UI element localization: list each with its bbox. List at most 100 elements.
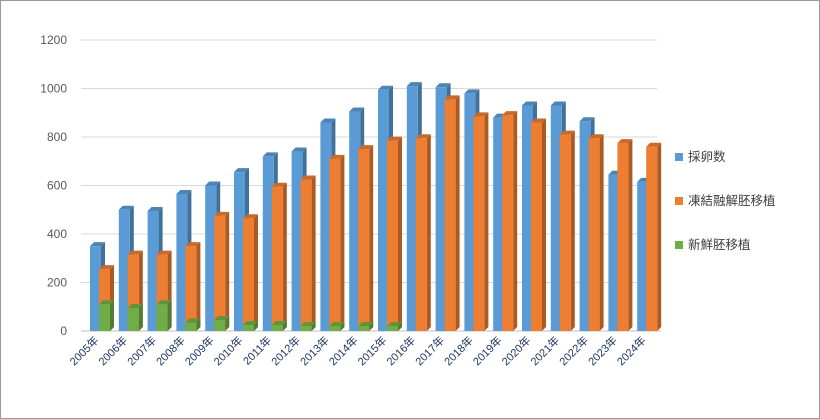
bar: [185, 318, 201, 331]
bar-side-face: [455, 95, 460, 331]
bar-top-face: [243, 320, 258, 325]
bar: [415, 134, 431, 331]
bar-front-face: [493, 117, 505, 331]
bar-front-face: [147, 210, 159, 331]
x-tick-label: 2013年: [297, 333, 332, 368]
bar-front-face: [185, 246, 197, 331]
bar-top-face: [90, 242, 105, 247]
x-tick-label: 2016年: [383, 333, 418, 368]
x-tick-label: 2024年: [614, 333, 649, 368]
bar-front-face: [522, 105, 533, 331]
bar: [444, 95, 460, 331]
bar-side-face: [282, 320, 287, 331]
bar-front-face: [329, 158, 341, 331]
legend-item: 採卵数: [675, 149, 726, 164]
bar-top-face: [358, 322, 374, 327]
bar-side-face: [426, 134, 431, 331]
bar-side-face: [340, 322, 345, 331]
bar-side-face: [254, 214, 258, 331]
x-tick-label: 2010年: [211, 333, 246, 368]
bar-top-face: [243, 214, 258, 219]
bar-front-face: [464, 93, 476, 331]
bar-side-face: [311, 175, 316, 331]
bar: [127, 303, 143, 331]
bar: [559, 130, 575, 331]
bar-side-face: [340, 154, 345, 331]
bar-front-face: [531, 122, 542, 331]
bar-top-face: [550, 101, 566, 106]
bar-front-face: [406, 86, 418, 331]
x-tick-label: 2019年: [470, 333, 505, 368]
bar-top-face: [300, 175, 316, 180]
bar-top-face: [646, 142, 662, 147]
bar-top-face: [185, 318, 201, 323]
bar-front-face: [358, 326, 370, 331]
x-tick-label: 2015年: [355, 333, 390, 368]
bar-front-face: [473, 116, 485, 331]
bar-front-face: [300, 326, 312, 331]
bar-top-face: [127, 250, 143, 255]
bar-front-face: [156, 304, 168, 331]
bar-front-face: [176, 193, 188, 331]
legend-label: 採卵数: [688, 149, 726, 164]
x-axis: 2005年2006年2007年2008年2009年2010年2011年2012年…: [67, 333, 649, 368]
bar-top-face: [358, 145, 374, 150]
legend-swatch: [675, 153, 683, 161]
bar-side-face: [167, 300, 172, 331]
bar-front-face: [90, 246, 101, 331]
bar-front-face: [387, 140, 398, 331]
bar-front-face: [243, 324, 254, 331]
bar-side-face: [196, 318, 201, 331]
bar-top-face: [588, 134, 604, 139]
bar-front-face: [243, 218, 254, 331]
bar-front-face: [559, 134, 571, 331]
bar-front-face: [262, 156, 274, 331]
bar-front-face: [550, 105, 562, 331]
x-tick-label: 2018年: [441, 333, 476, 368]
bar: [300, 322, 316, 331]
bar-top-face: [579, 117, 595, 122]
bar-front-face: [444, 99, 456, 331]
bar-top-face: [378, 85, 393, 90]
bar-top-face: [531, 118, 546, 123]
bar-front-face: [415, 138, 427, 331]
bar: [473, 112, 489, 331]
bar-side-face: [398, 322, 402, 331]
bar-side-face: [542, 118, 546, 331]
bar: [243, 320, 258, 331]
bar: [531, 118, 546, 331]
bar-front-face: [214, 215, 226, 331]
bar-top-face: [464, 89, 480, 94]
bar: [617, 139, 633, 331]
bar-top-face: [617, 139, 633, 144]
bar-top-face: [271, 182, 287, 187]
x-tick-label: 2006年: [95, 333, 130, 368]
y-tick-label: 600: [47, 179, 67, 193]
x-tick-label: 2021年: [527, 333, 562, 368]
bar: [185, 242, 201, 331]
bar-top-face: [444, 95, 460, 100]
x-tick-label: 2012年: [268, 333, 303, 368]
bar-front-face: [99, 304, 110, 331]
bar-front-face: [387, 326, 398, 331]
bar-top-face: [156, 250, 172, 255]
x-tick-label: 2009年: [182, 333, 217, 368]
bar-front-face: [588, 138, 600, 331]
x-tick-label: 2007年: [124, 333, 159, 368]
x-tick-label: 2014年: [326, 333, 361, 368]
bar-top-face: [300, 322, 316, 327]
bar-front-face: [617, 143, 629, 331]
bar: [99, 300, 114, 331]
bar-side-face: [570, 130, 575, 331]
bar-side-face: [282, 182, 287, 331]
x-tick-label: 2023年: [585, 333, 620, 368]
bar: [156, 300, 172, 331]
y-tick-label: 200: [47, 276, 67, 290]
bar-front-face: [378, 89, 389, 332]
bar: [588, 134, 604, 331]
bar-front-face: [99, 269, 110, 331]
bar-top-face: [387, 322, 402, 327]
